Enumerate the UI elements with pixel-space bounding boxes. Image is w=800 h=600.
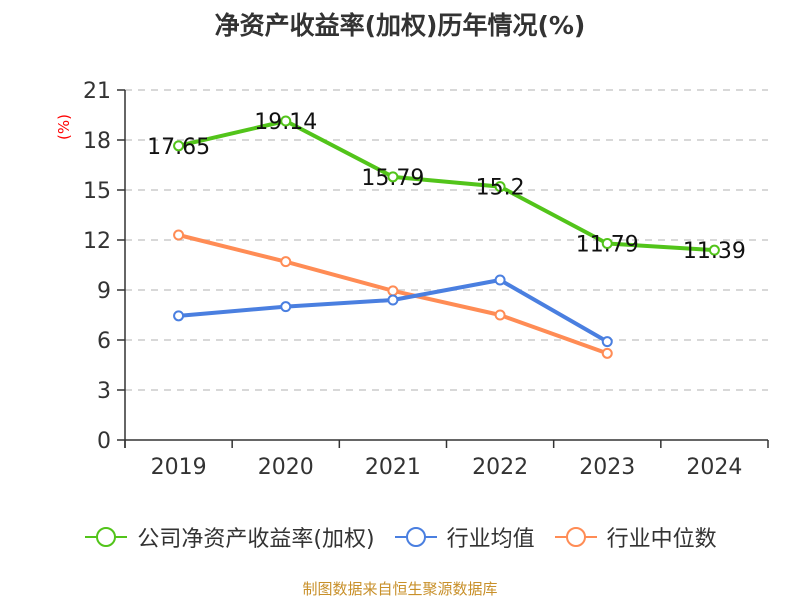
data-label: 19.14 <box>254 110 317 135</box>
series-line-0 <box>178 119 715 253</box>
x-tick-label: 2021 <box>365 455 421 480</box>
data-point <box>494 309 506 321</box>
source-note: 制图数据来自恒生聚源数据库 <box>302 580 498 598</box>
data-point <box>173 310 185 322</box>
data-point <box>708 244 720 256</box>
legend: 公司净资产收益率(加权) 行业均值 行业中位数 <box>0 521 800 553</box>
y-tick-label: 6 <box>97 329 111 354</box>
legend-label-industry-avg: 行业均值 <box>446 527 535 552</box>
y-tick-label: 0 <box>97 429 111 454</box>
chart-title: 净资产收益率(加权)历年情况(%) <box>214 11 586 40</box>
y-tick-label: 3 <box>97 379 111 404</box>
legend-label-company: 公司净资产收益率(加权) <box>137 527 375 552</box>
data-point <box>173 140 185 152</box>
y-tick-label: 9 <box>97 279 111 304</box>
x-tick-label: 2022 <box>472 455 528 480</box>
legend-label-industry-median: 行业中位数 <box>606 527 717 552</box>
data-point <box>280 256 292 268</box>
y-tick-label: 18 <box>83 129 111 154</box>
legend-item-company[interactable]: 公司净资产收益率(加权) <box>83 521 375 553</box>
data-point <box>387 171 399 183</box>
data-point <box>280 115 292 127</box>
y-axis-unit-label: (%) <box>55 114 73 140</box>
legend-marker-industry-avg-icon <box>394 527 437 547</box>
data-point <box>601 347 613 359</box>
data-point <box>173 229 185 241</box>
x-tick-label: 2020 <box>258 455 314 480</box>
data-point <box>601 238 613 249</box>
x-tick-label: 2024 <box>686 455 742 480</box>
data-label: 15.2 <box>476 176 525 201</box>
y-tick-label: 15 <box>83 179 111 204</box>
data-label: 15.79 <box>361 166 424 191</box>
legend-item-industry-avg[interactable]: 行业均值 <box>393 521 535 553</box>
data-point <box>494 274 506 286</box>
x-tick-label: 2019 <box>151 455 207 480</box>
data-point <box>387 294 399 306</box>
y-tick-label: 12 <box>83 229 111 254</box>
data-label: 17.65 <box>147 135 210 160</box>
y-tick-label: 21 <box>83 79 111 104</box>
legend-item-industry-median[interactable]: 行业中位数 <box>553 521 717 553</box>
data-point <box>387 285 399 297</box>
data-label: 11.79 <box>576 233 639 258</box>
data-point <box>494 181 506 193</box>
x-tick-label: 2023 <box>579 455 635 480</box>
data-point <box>280 301 292 313</box>
legend-marker-industry-median-icon <box>554 527 597 547</box>
data-label: 11.39 <box>683 239 746 264</box>
legend-marker-company-icon <box>85 527 128 547</box>
data-point <box>601 336 613 348</box>
